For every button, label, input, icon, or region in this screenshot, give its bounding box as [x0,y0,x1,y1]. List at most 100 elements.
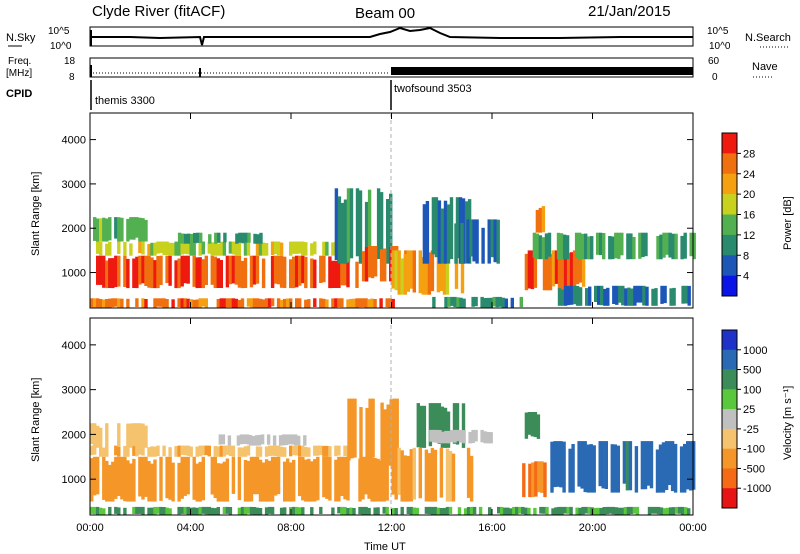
data-cell [262,243,265,256]
data-cell [277,242,280,256]
data-cell [126,447,129,457]
data-cell [316,446,319,456]
data-cell [340,507,343,515]
data-cell [193,300,196,308]
data-cell [488,219,491,263]
data-cell [663,508,666,515]
nsearch-tick-bottom: 10^0 [709,41,731,52]
data-cell [386,507,389,515]
data-cell [273,435,276,445]
data-cell [334,446,337,457]
data-cell [648,507,651,515]
data-cell [450,297,453,306]
data-cell [387,405,390,466]
data-cell [331,298,334,308]
nave-tick-top: 60 [708,56,720,67]
data-cell [279,435,282,445]
data-cell [410,449,413,501]
data-cell [487,432,490,443]
data-cell [187,446,190,456]
data-cell [379,461,382,502]
data-cell [259,299,262,308]
data-cell [117,242,120,255]
data-cell [256,256,259,284]
data-cell [633,286,636,306]
data-cell [211,457,214,495]
data-cell [590,444,593,493]
y-tick-label: 2000 [62,429,86,441]
data-cell [343,457,346,500]
data-cell [238,233,241,243]
data-cell [99,428,102,448]
data-cell [440,508,443,515]
data-cell [404,254,407,295]
data-cell [99,299,102,308]
data-cell [304,242,307,256]
data-cell [93,298,96,307]
data-cell [253,457,256,494]
power-colorbar-label: Power [dB] [782,196,794,250]
x-tick-label: 12:00 [378,522,406,534]
data-cell [596,233,599,255]
data-cell [395,250,398,290]
data-cell [331,508,334,516]
data-cell [268,461,271,502]
data-cell [654,288,657,306]
data-cell [546,256,549,290]
data-cell [165,299,168,308]
data-cell [238,256,241,288]
data-cell [356,188,359,256]
data-cell [250,298,253,307]
nsky-tick-bottom: 10^0 [50,41,72,52]
data-cell [240,434,243,444]
data-cell [132,217,135,240]
data-cell [603,289,606,306]
data-cell [550,442,553,493]
data-cell [499,297,502,307]
data-cell [358,507,361,514]
data-cell [168,243,171,256]
data-cell [349,299,352,308]
x-tick-label: 08:00 [277,522,305,534]
data-cell [132,423,135,446]
colorbar-tick-label: -25 [743,424,759,436]
data-cell [96,507,99,515]
data-cell [177,446,180,457]
data-cell [346,508,349,515]
data-cell [630,507,633,514]
data-cell [680,236,683,259]
data-cell [138,423,141,447]
data-cell [438,200,441,263]
data-cell [228,435,231,445]
y-tick-label: 4000 [62,135,86,147]
data-cell [138,507,141,514]
data-cell [126,299,129,308]
data-cell [120,299,123,308]
data-cell [294,434,297,445]
data-cell [259,233,262,244]
data-cell [114,298,117,306]
data-cell [322,256,325,283]
data-cell [295,256,298,288]
data-cell [223,507,226,514]
data-cell [244,233,247,243]
data-cell [120,457,123,500]
data-cell [627,288,630,306]
data-cell [187,457,190,495]
data-cell [521,507,524,514]
data-cell [232,298,235,308]
data-cell [367,299,370,308]
data-cell [512,507,515,515]
data-cell [168,508,171,515]
data-cell [310,243,313,255]
data-cell [563,235,566,260]
data-cell [528,464,531,497]
data-cell [262,299,265,308]
data-cell [361,507,364,515]
data-cell [594,286,597,302]
data-cell [444,201,447,264]
data-cell [568,449,571,493]
data-cell [141,298,144,308]
data-cell [301,457,304,501]
data-cell [232,256,235,284]
